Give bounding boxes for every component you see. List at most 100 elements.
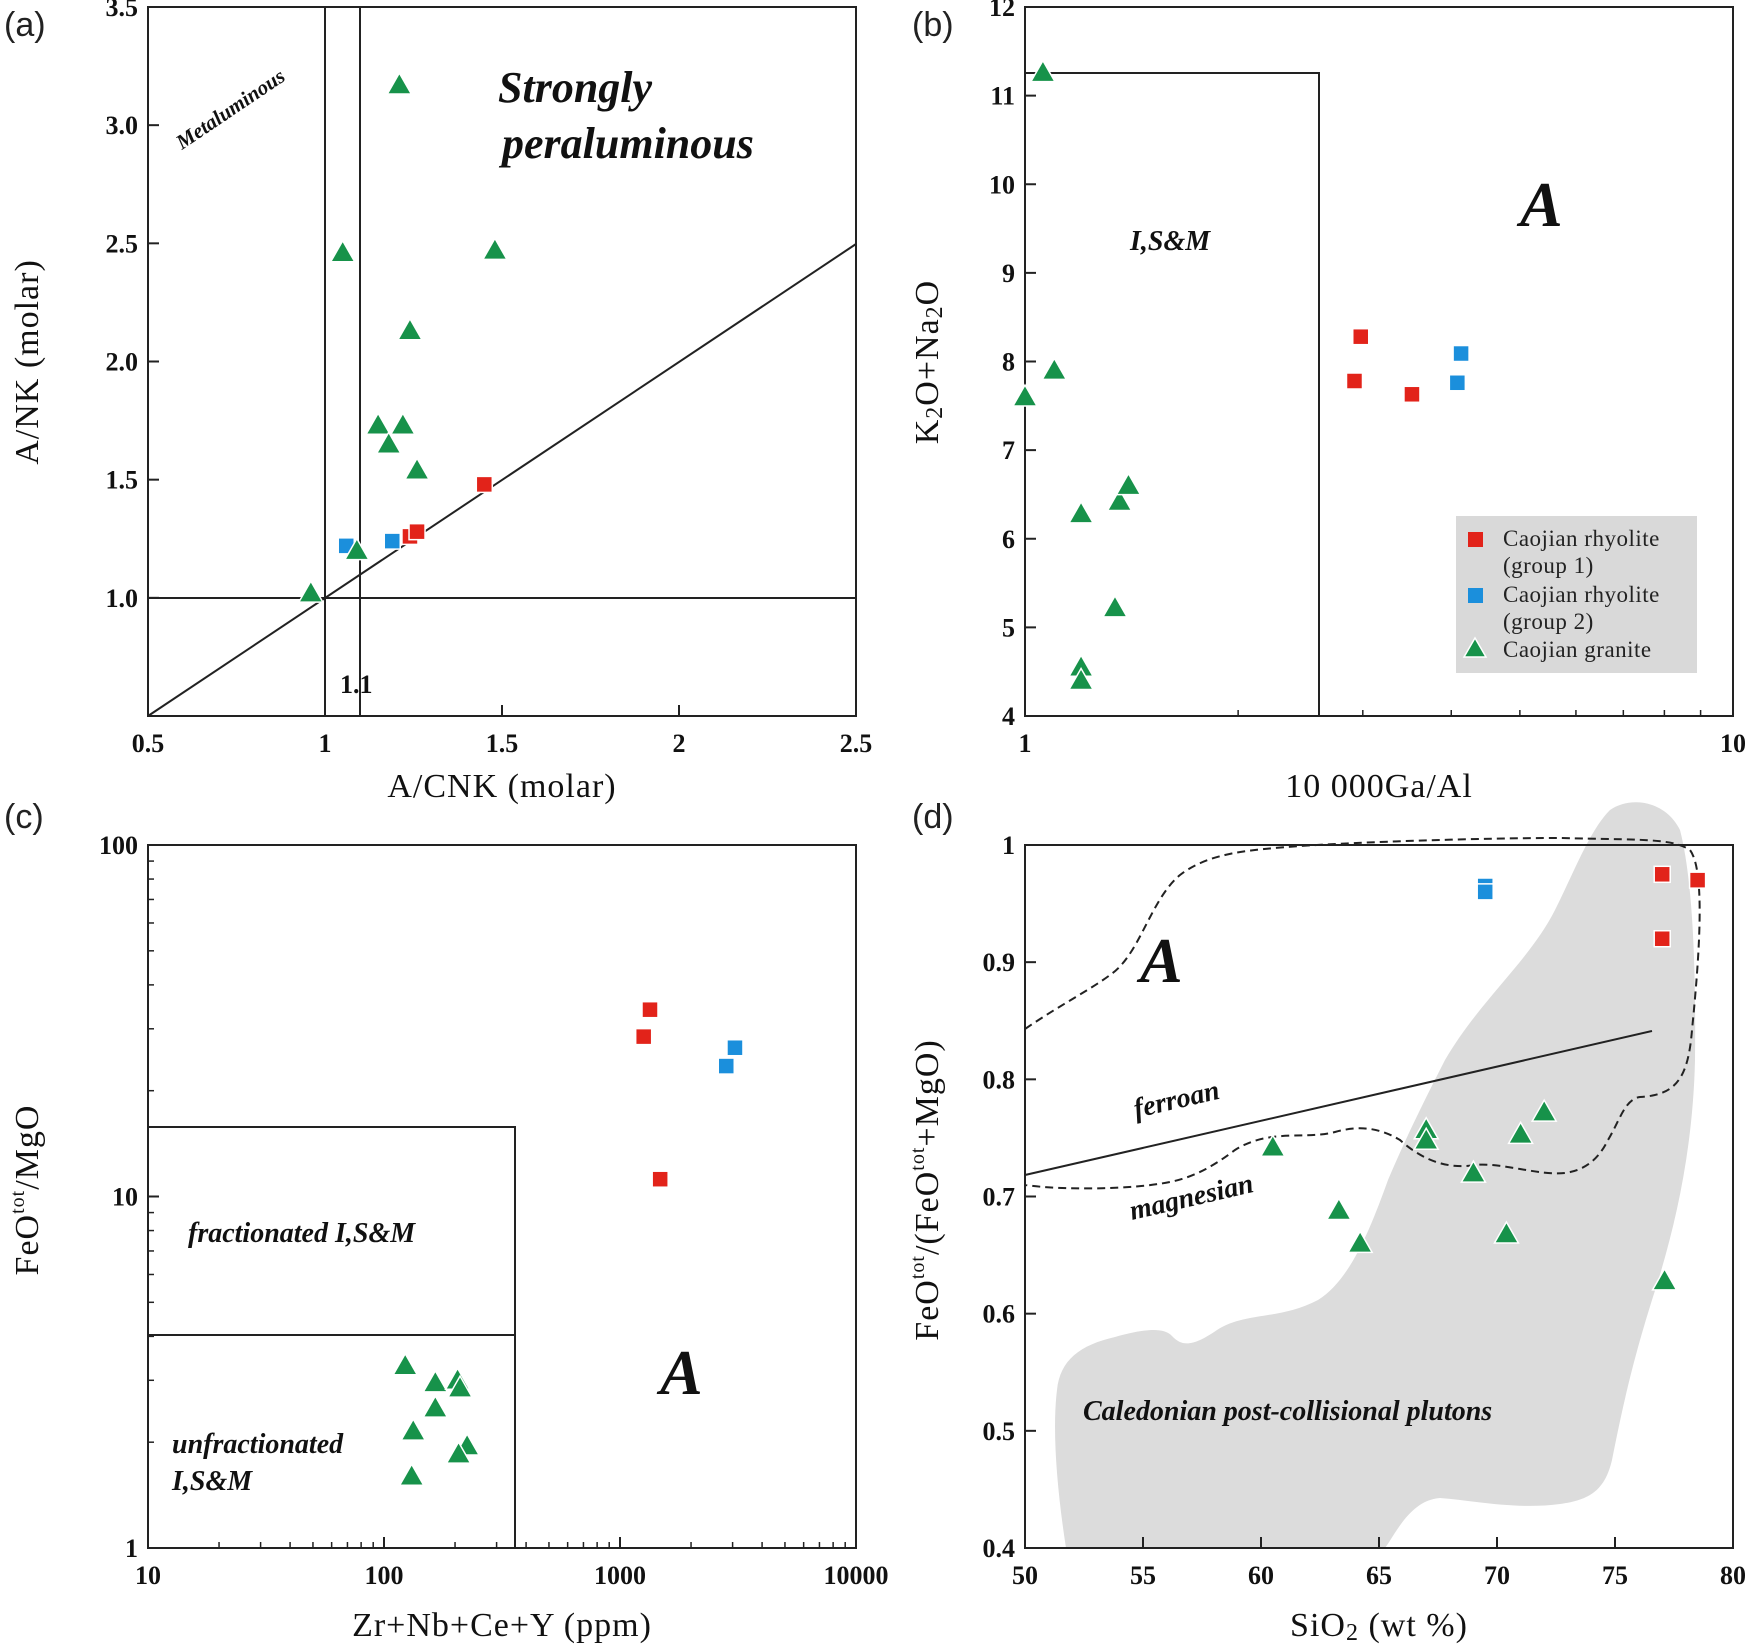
panel-b-point-granite bbox=[1011, 383, 1039, 407]
panel-d-ticks: 50 55 60 65 70 75 80 0.4 0.5 0.6 0.7 0.8 0.9 1 bbox=[983, 831, 1747, 1590]
panel-a-point-granite bbox=[389, 411, 417, 436]
panel-c-marks bbox=[391, 1000, 744, 1487]
panel-d-x-tick-label: 80 bbox=[1720, 1561, 1746, 1590]
panel-b-x-tick-label: 10 bbox=[1720, 729, 1746, 758]
panel-b-y-tick-label: 10 bbox=[989, 170, 1015, 199]
panel-a-diagonal-line bbox=[147, 243, 857, 717]
panel-c-y-tick-label: 100 bbox=[99, 831, 138, 860]
panel-c-x-axis-label: Zr+Nb+Ce+Y (ppm) bbox=[352, 1607, 652, 1644]
panel-b-y-tick-label: 9 bbox=[1002, 259, 1015, 288]
panel-b-ism-label: I,S&M bbox=[1129, 226, 1211, 257]
panel-b-ticks: 1 10 4 5 6 7 8 9 10 11 12 bbox=[989, 0, 1746, 758]
panel-c-x-tick-label: 100 bbox=[365, 1561, 404, 1590]
panel-c-point-granite bbox=[445, 1440, 472, 1464]
legend-group2-label-1: Caojian rhyolite bbox=[1503, 582, 1660, 607]
panel-a-point-granite bbox=[329, 239, 356, 263]
panel-c-point-granite bbox=[398, 1462, 425, 1487]
panel-a-marks bbox=[297, 71, 509, 603]
panel-b-y-tick-label: 4 bbox=[1002, 702, 1015, 731]
panel-d-y-tick-label: 0.8 bbox=[983, 1065, 1016, 1094]
panel-b-point-group1 bbox=[1403, 385, 1421, 404]
panel-c-x-tick-label: 10000 bbox=[824, 1561, 889, 1590]
panel-b-point-granite bbox=[1029, 59, 1057, 83]
panel-b-a-label: A bbox=[1516, 169, 1563, 240]
legend: Caojian rhyolite (group 1) Caojian rhyol… bbox=[1456, 516, 1697, 673]
panel-d-point-granite bbox=[1460, 1159, 1487, 1183]
panel-b-x-tick-label: 1 bbox=[1019, 729, 1032, 758]
panel-d-ferroan-label: ferroan bbox=[1131, 1075, 1223, 1125]
panel-d: (d) A ferroan magnesian Caledonian post-… bbox=[907, 798, 1746, 1646]
panel-a-point-granite bbox=[403, 456, 431, 480]
panel-a-x-tick-label: 1.5 bbox=[486, 729, 519, 758]
panel-a-x-axis-label: A/CNK (molar) bbox=[387, 768, 616, 805]
panel-d-label: (d) bbox=[912, 798, 954, 836]
panel-d-point-group1 bbox=[1653, 929, 1671, 948]
legend-granite-marker bbox=[1462, 636, 1488, 658]
panel-a-point-granite bbox=[343, 537, 371, 561]
panel-d-x-tick-label: 55 bbox=[1130, 1561, 1156, 1590]
panel-d-point-granite bbox=[1493, 1220, 1520, 1244]
panel-a: (a) Metaluminous Strongly peraluminous 1… bbox=[4, 0, 872, 805]
panel-d-x-tick-label: 50 bbox=[1012, 1561, 1038, 1590]
panel-b-point-granite bbox=[1041, 356, 1068, 381]
panel-d-y-tick-label: 0.7 bbox=[983, 1183, 1016, 1212]
legend-background bbox=[1456, 516, 1697, 673]
panel-d-point-group2 bbox=[1476, 883, 1494, 901]
legend-group1-label-1: Caojian rhyolite bbox=[1503, 526, 1660, 551]
panel-b-point-granite bbox=[1101, 594, 1129, 618]
panel-b-point-group2 bbox=[1452, 344, 1470, 363]
panel-d-y-tick-label: 0.6 bbox=[983, 1300, 1016, 1329]
panel-c-point-granite bbox=[422, 1369, 449, 1393]
panel-b: (b) I,S&M A 1 10 4 5 6 7 8 9 10 11 12 Caojian rhyo… bbox=[909, 0, 1746, 805]
panel-a-y-tick-label: 1.5 bbox=[106, 466, 139, 495]
panel-b-y-tick-label: 6 bbox=[1002, 525, 1015, 554]
panel-c-y-tick-label: 10 bbox=[112, 1183, 138, 1212]
panel-c-point-granite bbox=[399, 1417, 427, 1441]
panel-b-y-tick-label: 5 bbox=[1002, 613, 1015, 642]
panel-b-point-group1 bbox=[1345, 372, 1364, 390]
panel-a-frame bbox=[147, 6, 857, 717]
panel-d-x-axis-label: SiO2 (wt %) bbox=[1290, 1607, 1468, 1646]
panel-d-a-label: A bbox=[1136, 925, 1183, 996]
panel-a-y-tick-label: 3.0 bbox=[106, 111, 139, 140]
panel-d-marks bbox=[1259, 865, 1707, 1291]
panel-c-point-group2 bbox=[717, 1057, 736, 1075]
panel-c-x-tick-label: 10 bbox=[135, 1561, 161, 1590]
panel-d-point-granite bbox=[1530, 1098, 1558, 1122]
panel-c-unfractionated-ism-label: I,S&M bbox=[171, 1466, 253, 1497]
legend-group1-marker bbox=[1468, 532, 1483, 547]
panel-a-point-granite bbox=[297, 579, 325, 603]
panel-b-point-granite bbox=[1106, 488, 1133, 512]
panel-d-x-tick-label: 65 bbox=[1366, 1561, 1392, 1590]
panel-b-y-tick-label: 12 bbox=[989, 0, 1015, 22]
panel-b-marks bbox=[1011, 59, 1470, 691]
panel-d-point-granite bbox=[1651, 1267, 1678, 1291]
panel-c-y-axis-label: FeOtot/MgO bbox=[7, 1105, 46, 1276]
panel-b-point-granite bbox=[1115, 472, 1142, 496]
panel-b-x-axis-label: 10 000Ga/Al bbox=[1285, 768, 1473, 805]
panel-c: (c) fractionated I,S&M unfractionated I,… bbox=[4, 798, 889, 1644]
panel-a-strongly-label: Strongly bbox=[498, 63, 653, 112]
panel-d-caledonian-label: Caledonian post-collisional plutons bbox=[1083, 1396, 1492, 1427]
panel-a-point-granite bbox=[481, 236, 509, 261]
panel-d-caledonian-field bbox=[1055, 802, 1696, 1548]
panel-d-x-tick-label: 70 bbox=[1484, 1561, 1510, 1590]
panel-a-x-tick-label: 2.5 bbox=[840, 729, 873, 758]
panel-c-x-tick-label: 1000 bbox=[594, 1561, 646, 1590]
panel-a-point-group2 bbox=[383, 532, 402, 550]
panel-a-x-tick-label: 1 bbox=[319, 729, 332, 758]
panel-c-fractionated-label: fractionated I,S&M bbox=[188, 1218, 416, 1249]
panel-a-point-granite bbox=[396, 317, 424, 341]
panel-c-point-granite bbox=[446, 1374, 474, 1398]
panel-c-label: (c) bbox=[4, 798, 44, 836]
panel-a-point-granite bbox=[364, 411, 392, 436]
panel-d-magnesian-label: magnesian bbox=[1127, 1168, 1257, 1227]
panel-d-point-granite bbox=[1412, 1126, 1440, 1151]
panel-a-y-tick-label: 2.5 bbox=[106, 229, 139, 258]
panel-b-label: (b) bbox=[912, 6, 954, 44]
panel-c-a-label: A bbox=[656, 1337, 703, 1408]
panel-d-point-group1 bbox=[1688, 871, 1707, 889]
panel-b-y-tick-label: 7 bbox=[1002, 436, 1015, 465]
panel-d-point-granite bbox=[1259, 1133, 1287, 1158]
